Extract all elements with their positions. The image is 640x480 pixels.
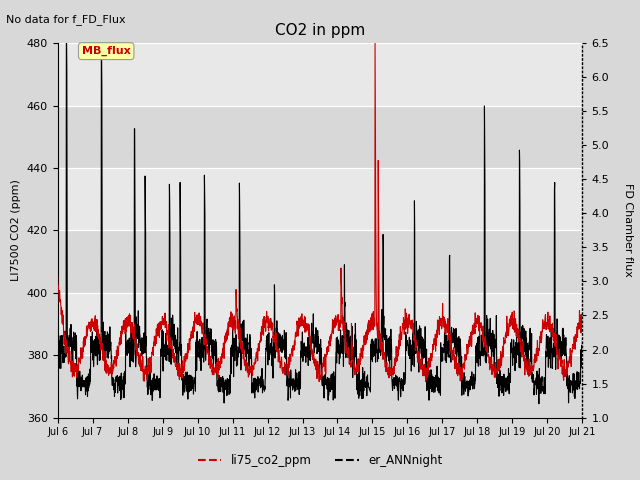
Y-axis label: LI7500 CO2 (ppm): LI7500 CO2 (ppm): [11, 180, 21, 281]
Bar: [58, 230, 582, 293]
Y-axis label: FD Chamber flux: FD Chamber flux: [623, 183, 633, 277]
Bar: [58, 43, 582, 106]
Bar: [58, 106, 582, 168]
Legend: li75_co2_ppm, er_ANNnight: li75_co2_ppm, er_ANNnight: [193, 449, 447, 472]
Bar: [58, 355, 582, 418]
Text: MB_flux: MB_flux: [82, 46, 131, 56]
Bar: [58, 293, 582, 355]
Text: No data for f_FD_Flux: No data for f_FD_Flux: [6, 14, 126, 25]
Bar: [58, 168, 582, 230]
Title: CO2 in ppm: CO2 in ppm: [275, 23, 365, 38]
